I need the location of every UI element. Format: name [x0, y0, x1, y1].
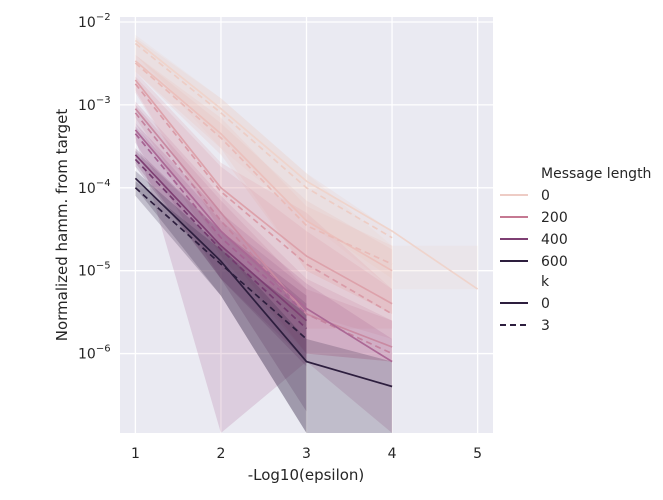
x-tick-label: 3 [302, 446, 311, 462]
y-tick-labels: 10−6 10−5 10−4 10−3 10−2 [78, 12, 111, 363]
series-line-9 [134, 133, 308, 315]
legend-hue-label: 600 [541, 254, 568, 270]
series-band-1 [135, 37, 393, 279]
series-band-0 [135, 34, 478, 290]
y-axis-label: Normalized hamm. from target [53, 109, 71, 342]
legend-style-title: k [541, 274, 550, 290]
legend-hue-label: 200 [541, 210, 568, 226]
x-tick-label: 1 [131, 446, 140, 462]
series-line-13 [134, 187, 308, 340]
series-line-3 [134, 62, 393, 265]
series-band-13 [135, 181, 307, 433]
legend-hue-title: Message length [541, 166, 651, 182]
series-band-7 [135, 104, 393, 362]
y-tick-label: 10−3 [78, 95, 111, 114]
series-band-9 [135, 126, 307, 362]
x-axis-label: -Log10(epsilon) [248, 466, 365, 484]
series-line-1 [134, 42, 393, 239]
series-line-0 [134, 39, 479, 290]
x-tick-label: 2 [216, 446, 225, 462]
x-tick-labels: 1 2 3 4 5 [131, 446, 482, 462]
series-line-7 [134, 112, 393, 355]
series-line-6 [134, 108, 393, 348]
series-line-8 [134, 129, 393, 363]
legend-hue-label: 0 [541, 188, 550, 204]
y-tick-label: 10−2 [78, 12, 111, 31]
series-line-4 [134, 79, 393, 305]
series-line-5 [134, 83, 393, 315]
y-tick-label: 10−5 [78, 261, 111, 280]
y-tick-label: 10−4 [78, 178, 111, 197]
legend-hue-label: 400 [541, 232, 568, 248]
legend-style-label: 3 [541, 318, 550, 334]
series-line-10 [134, 154, 308, 322]
y-tick-label: 10−6 [78, 344, 111, 363]
series-lines [134, 39, 479, 388]
series-band-4 [135, 71, 393, 329]
series-band-6 [135, 101, 393, 362]
series-band-11 [135, 150, 307, 412]
legend-style-label: 0 [541, 296, 550, 312]
series-line-11 [134, 158, 308, 330]
series-line-12 [134, 177, 393, 388]
x-tick-label: 4 [388, 446, 397, 462]
x-tick-label: 5 [473, 446, 482, 462]
legend: Message length k 0 200 400 600 0 3 [500, 166, 651, 334]
series-band-5 [135, 76, 393, 339]
series-band-8 [135, 123, 393, 434]
